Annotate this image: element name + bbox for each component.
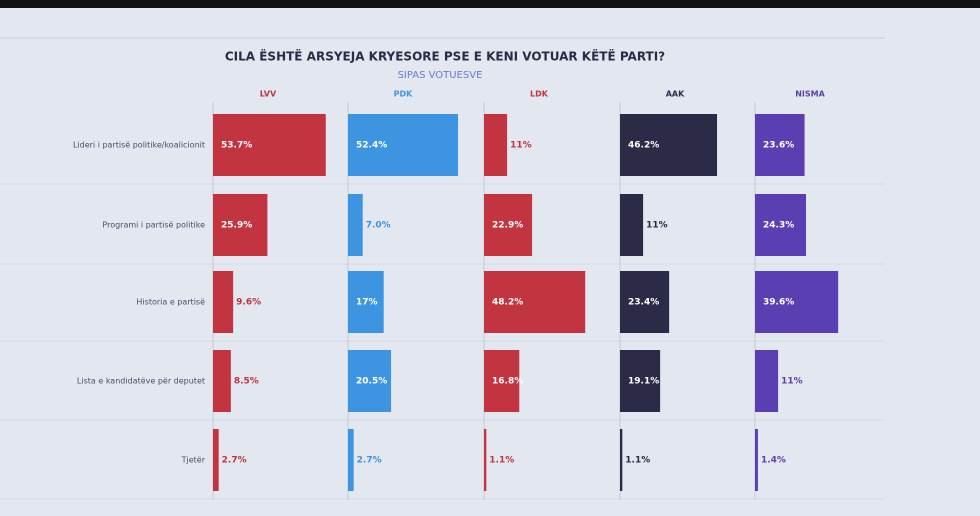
value-label: 23.6% [763,141,794,151]
chart-title: CILA ËSHTË ARSYEJA KRYESORE PSE E KENI V… [225,49,665,64]
bar [348,271,384,333]
bar [213,114,326,176]
value-label: 11% [646,221,668,231]
bar [348,114,459,176]
category-label: Programi i partisë politike [102,221,205,230]
legend-label: NISMA [795,90,825,99]
value-label: 24.3% [763,221,794,231]
value-label: 39.6% [763,298,794,308]
bar [348,350,392,412]
legend-label: LVV [260,90,277,99]
bar [755,429,758,491]
bar [213,429,219,491]
value-label: 11% [781,377,803,387]
bar [213,350,231,412]
category-label: Lideri i partisë politike/koalicionit [73,141,205,150]
bar [213,194,268,256]
value-label: 1.1% [489,456,514,466]
value-label: 16.8% [492,377,523,387]
bar [620,350,661,412]
legend-label: AAK [666,90,685,99]
bar [484,194,533,256]
value-label: 7.0% [366,221,391,231]
value-label: 23.4% [628,298,659,308]
bar [484,271,586,333]
value-label: 11% [510,141,532,151]
bar [620,429,623,491]
legend-label: LDK [530,90,549,99]
bar [755,350,779,412]
top-strip [0,0,980,8]
value-label: 1.1% [625,456,650,466]
value-label: 20.5% [356,377,387,387]
value-label: 2.7% [357,456,382,466]
bar [755,194,807,256]
bar [484,350,520,412]
legend-label: PDK [394,90,414,99]
bar [755,271,839,333]
bar [484,429,487,491]
bar [620,114,718,176]
value-label: 9.6% [236,298,261,308]
bar [213,271,234,333]
category-label: Lista e kandidatëve për deputet [77,377,205,386]
category-label: Historia e partisë [136,298,205,307]
bar [620,271,670,333]
plot: Lideri i partisë politike/koalicionit Pro… [0,90,885,500]
value-label: 17% [356,298,378,308]
value-label: 46.2% [628,141,659,151]
value-label: 48.2% [492,298,523,308]
category-label: Tjetër [181,456,206,465]
bar [755,114,805,176]
bar [348,194,363,256]
value-label: 19.1% [628,377,659,387]
value-label: 8.5% [234,377,259,387]
value-label: 1.4% [761,456,786,466]
chart-subtitle: SIPAS VOTUESVE [398,70,483,81]
bar [484,114,508,176]
value-label: 25.9% [221,221,252,231]
value-label: 22.9% [492,221,523,231]
bar [348,429,354,491]
value-label: 2.7% [222,456,247,466]
value-label: 52.4% [356,141,387,151]
bar [620,194,644,256]
value-label: 53.7% [221,141,252,151]
